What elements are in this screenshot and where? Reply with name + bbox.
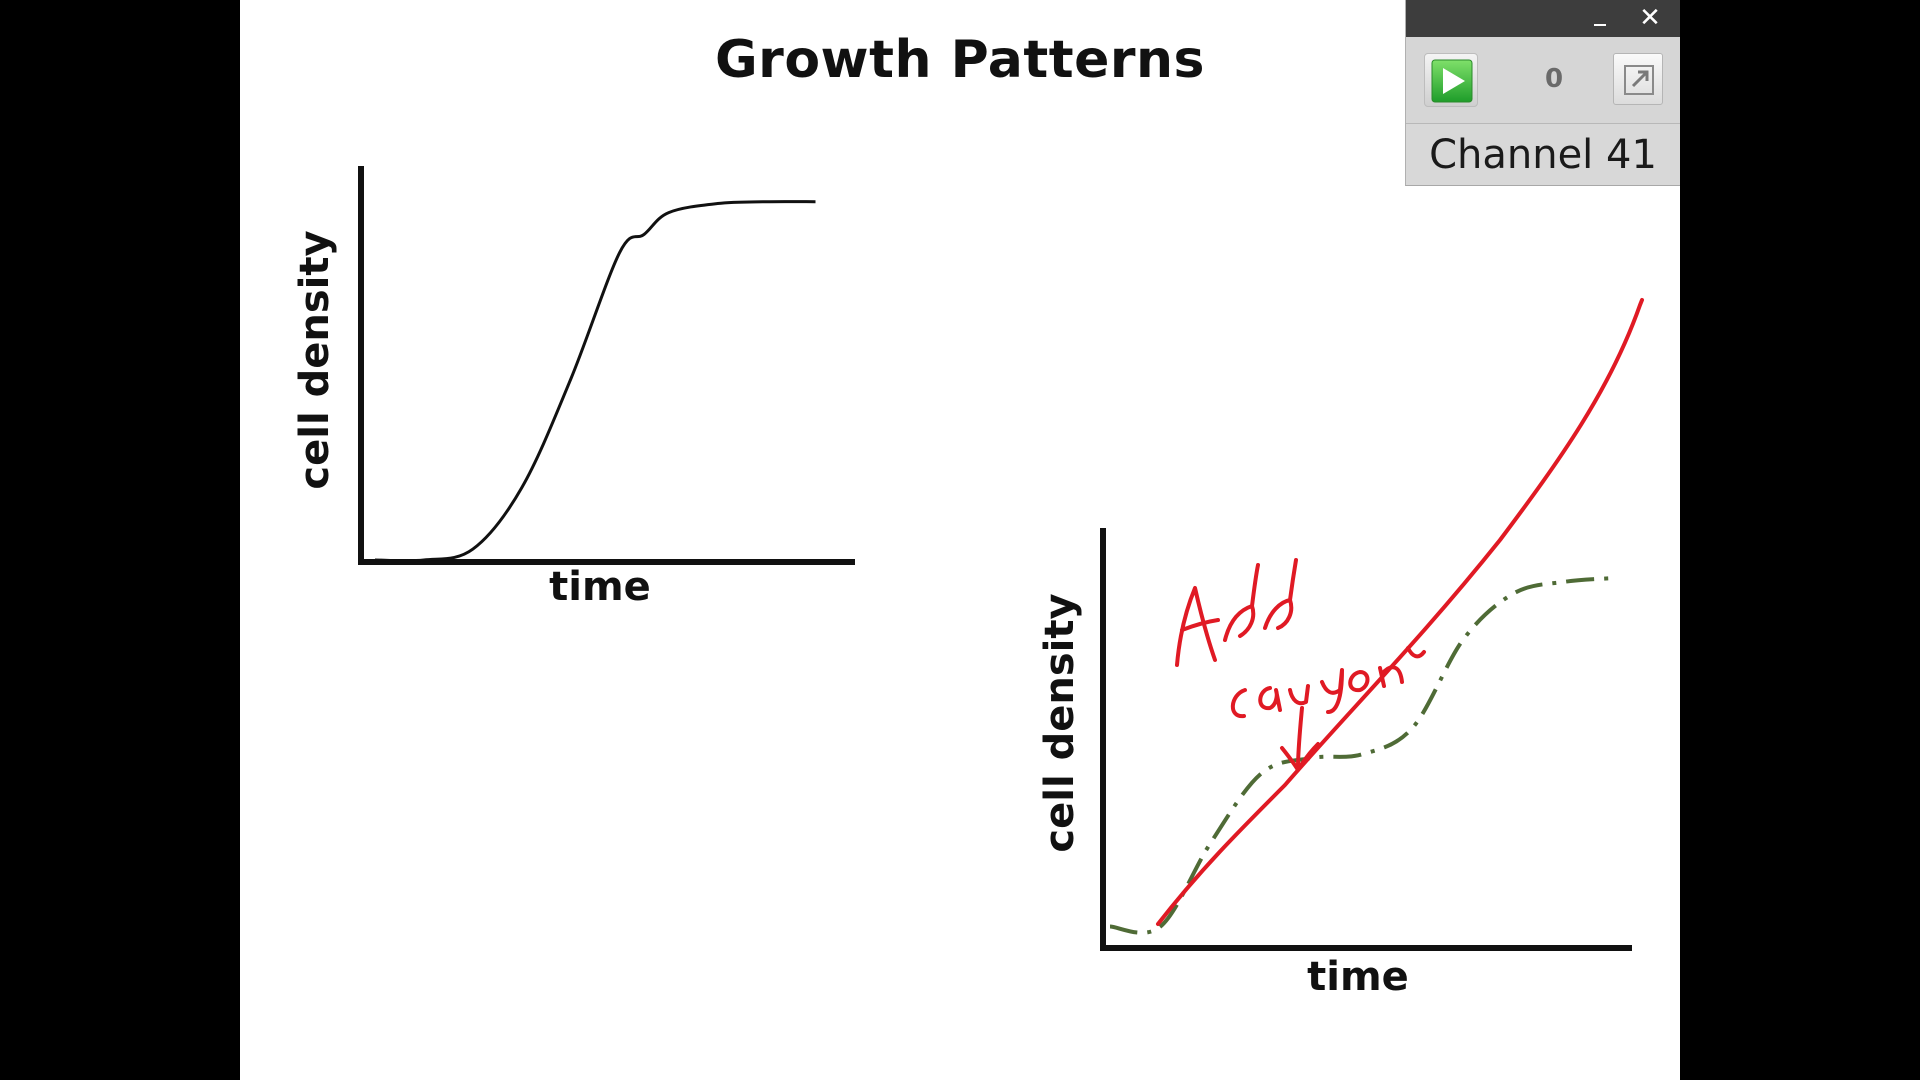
channel-widget: ✕ 0 bbox=[1405, 0, 1680, 186]
close-icon: ✕ bbox=[1639, 3, 1661, 33]
handwriting-caffeine bbox=[1230, 646, 1426, 719]
close-button[interactable]: ✕ bbox=[1636, 4, 1664, 32]
channel-label: Channel 41 bbox=[1429, 132, 1657, 178]
popout-icon bbox=[1624, 65, 1654, 95]
play-icon bbox=[1431, 59, 1473, 103]
widget-divider bbox=[1406, 123, 1680, 124]
slide-title: Growth Patterns bbox=[715, 30, 1205, 90]
handwriting-add bbox=[1175, 558, 1298, 667]
widget-titlebar[interactable]: ✕ bbox=[1406, 0, 1680, 37]
handwriting-arrow bbox=[1280, 706, 1320, 772]
minimize-button[interactable] bbox=[1586, 4, 1614, 32]
chart-1-x-axis-label: time bbox=[549, 564, 651, 610]
chart-2: time cell density bbox=[1037, 528, 1632, 1000]
play-button[interactable] bbox=[1424, 53, 1478, 107]
chart-1: time cell density bbox=[292, 166, 855, 610]
slide-canvas: time cell density time cell density bbox=[292, 166, 1644, 1000]
widget-controls: 0 bbox=[1406, 37, 1680, 123]
chart-2-series-line bbox=[1109, 576, 1616, 935]
chart-1-series-line bbox=[374, 200, 816, 563]
red-ink-line bbox=[1156, 298, 1644, 926]
minimize-icon bbox=[1594, 24, 1606, 26]
red-ink-annotation bbox=[1156, 298, 1644, 926]
chart-2-x-axis-label: time bbox=[1307, 954, 1409, 1000]
counter-value: 0 bbox=[1544, 64, 1564, 94]
chart-2-y-axis-label: cell density bbox=[1037, 593, 1083, 852]
chart-1-y-axis-label: cell density bbox=[292, 230, 338, 489]
popout-button[interactable] bbox=[1613, 53, 1663, 105]
